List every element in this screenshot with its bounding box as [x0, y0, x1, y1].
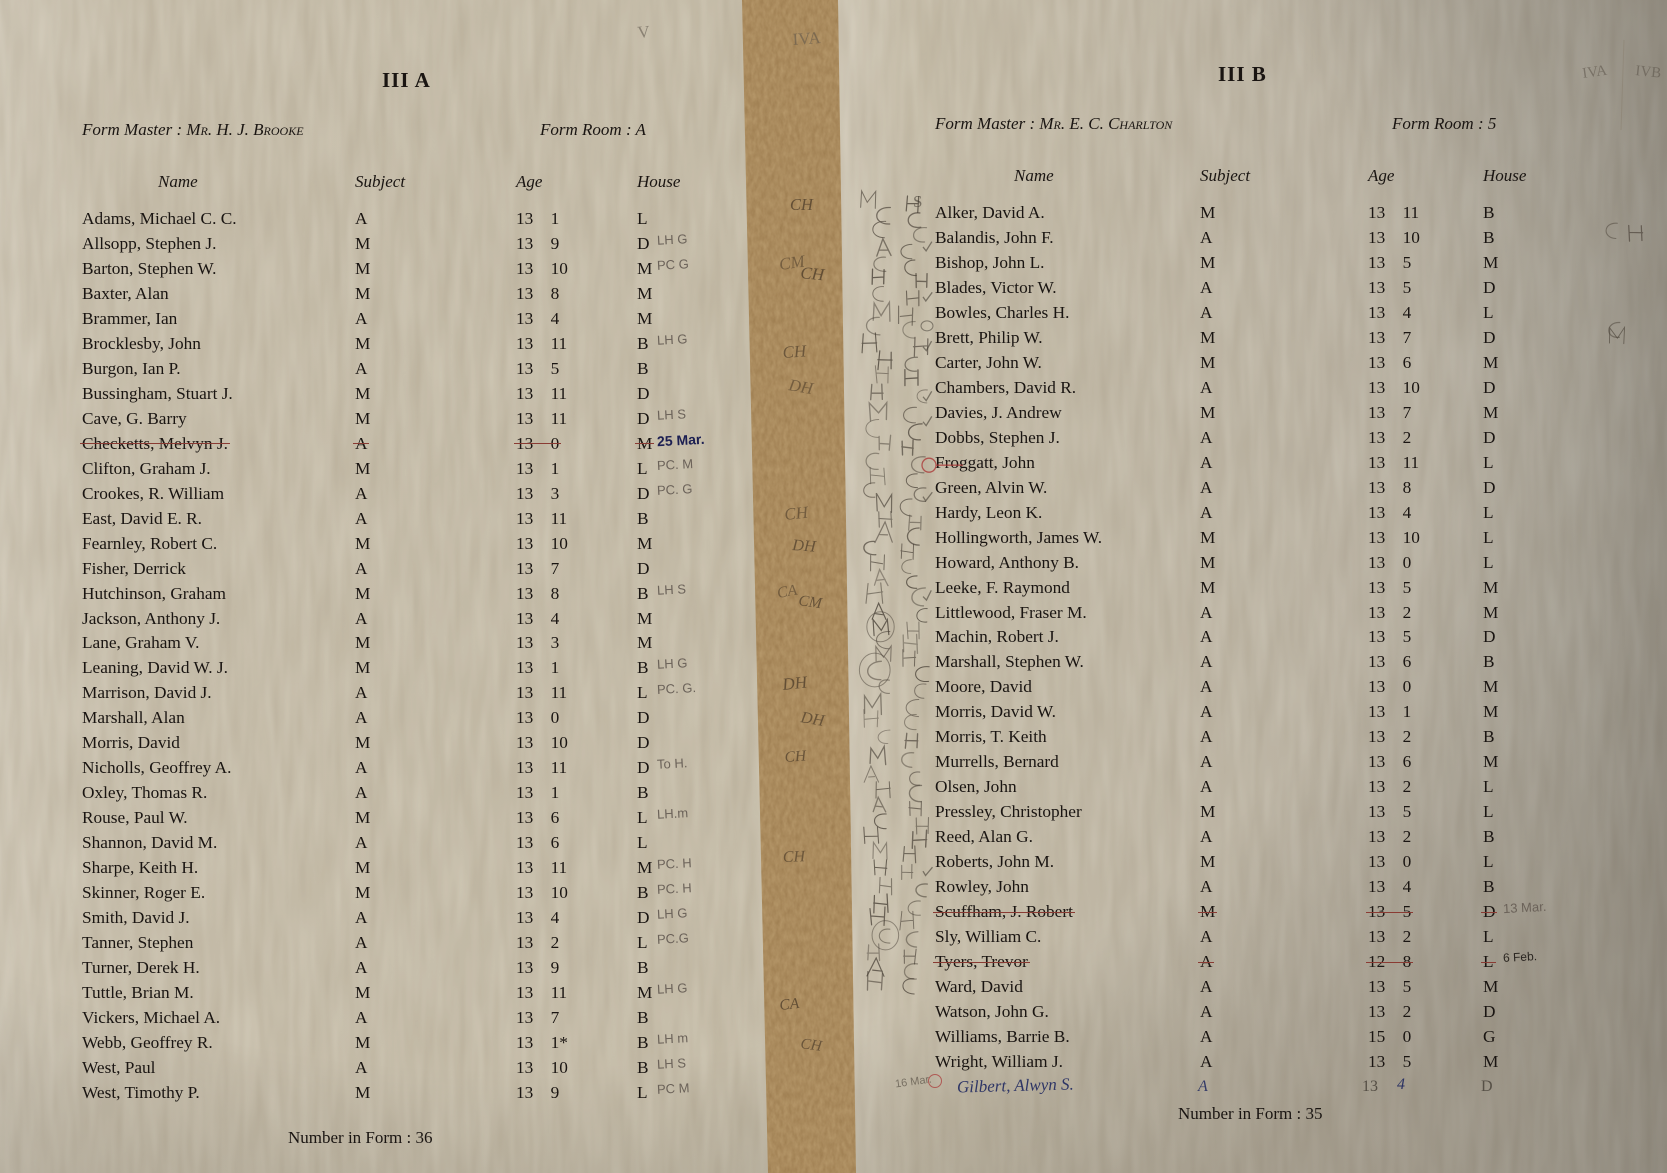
svg-text:CM: CM	[797, 592, 823, 612]
svg-text:IVB: IVB	[1635, 63, 1662, 82]
svg-text:CH: CH	[799, 1035, 823, 1055]
svg-text:CH: CH	[783, 848, 807, 866]
svg-text:CH: CH	[783, 503, 809, 524]
svg-text:S: S	[913, 192, 922, 211]
svg-text:DH: DH	[786, 375, 815, 398]
svg-text:DH: DH	[780, 672, 809, 694]
svg-text:DH: DH	[798, 707, 827, 730]
svg-text:DH: DH	[791, 536, 818, 556]
svg-text:IVA: IVA	[792, 28, 822, 49]
svg-text:CH: CH	[800, 263, 827, 285]
svg-text:CH: CH	[784, 747, 807, 766]
svg-text:CH: CH	[782, 341, 808, 362]
svg-text:V: V	[637, 22, 652, 42]
svg-text:CA: CA	[779, 995, 801, 1014]
svg-text:CH: CH	[790, 195, 814, 214]
svg-text:IVA: IVA	[1581, 63, 1608, 82]
svg-text:CA: CA	[776, 582, 799, 602]
